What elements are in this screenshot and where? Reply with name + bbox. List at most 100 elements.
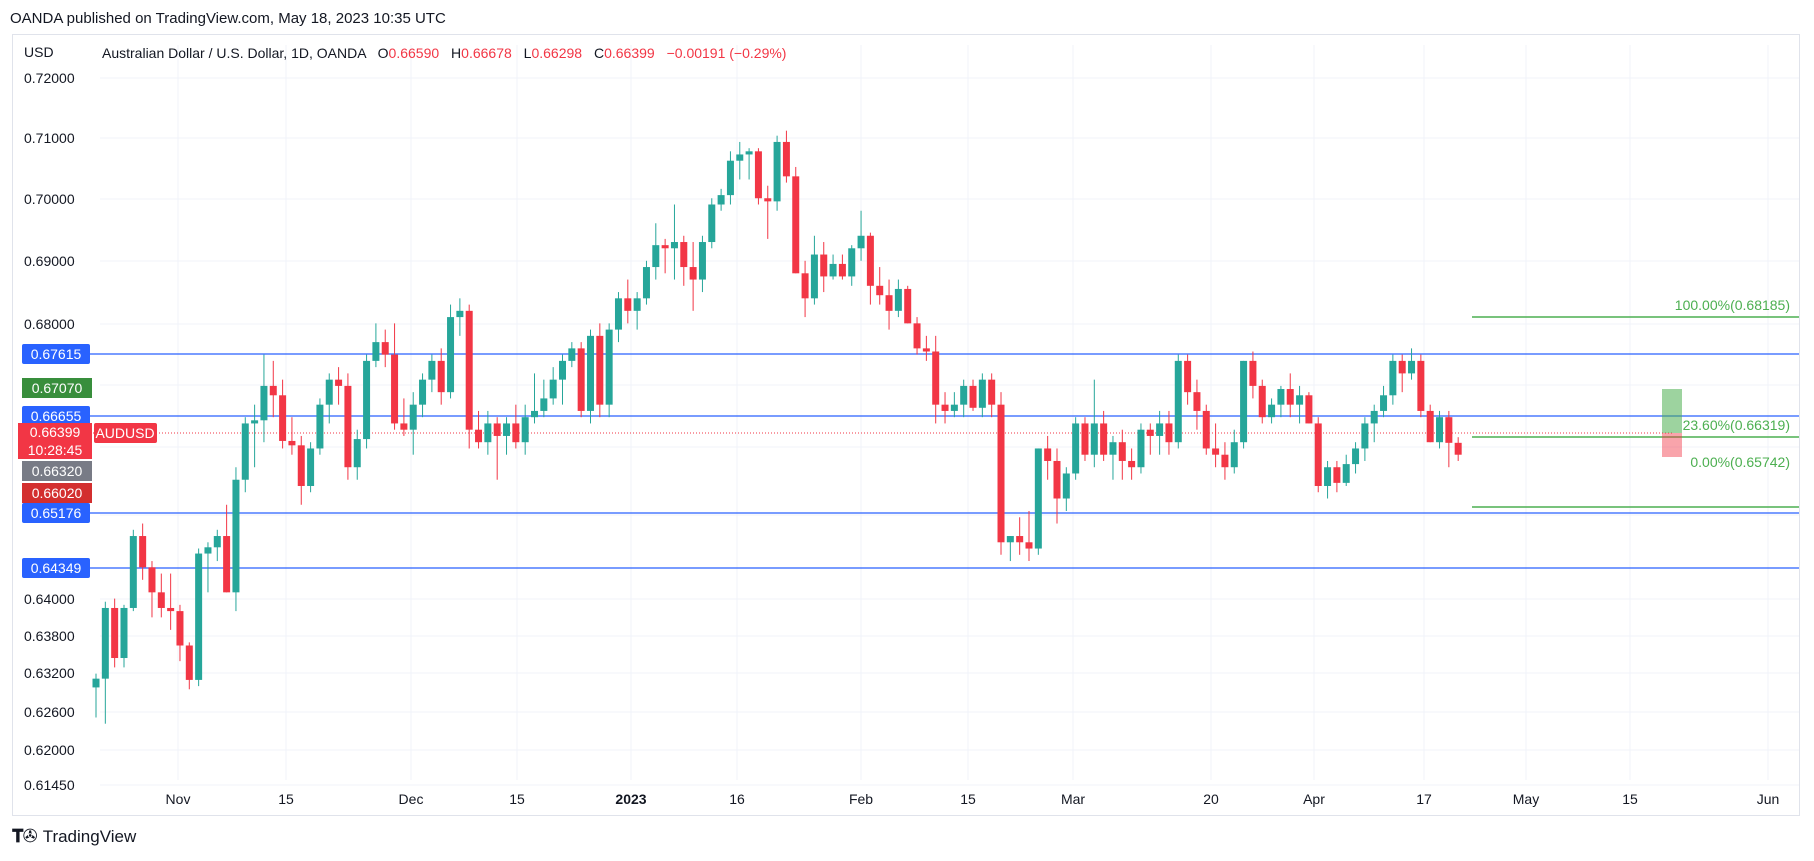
- price-level-badge-text: 0.66655: [31, 408, 82, 424]
- axis-badges: 0.67615 0.66655 0.65176 0.64349 0.67070 0.663…: [18, 344, 157, 578]
- y-tick-label: 0.64000: [24, 591, 75, 607]
- candle-body: [736, 154, 744, 161]
- candle-body: [344, 385, 352, 468]
- y-tick-label: 0.72000: [24, 70, 75, 86]
- price-level-badge-text: 0.64349: [31, 560, 82, 576]
- candle-body: [1165, 423, 1173, 443]
- countdown-text: 10:28:45: [28, 442, 83, 458]
- candle-body: [1240, 360, 1248, 443]
- candle-body: [1230, 442, 1238, 468]
- candle-body: [708, 204, 716, 243]
- candle-body: [269, 385, 277, 396]
- tv-logo-icon: 𝐓✇: [12, 826, 38, 846]
- candle-body: [1445, 417, 1453, 443]
- legend-c-label: C: [594, 45, 604, 61]
- price-level-badge: [22, 503, 90, 523]
- x-tick-label: 15: [278, 791, 294, 807]
- candle-body: [1006, 536, 1014, 543]
- candle-body: [1044, 448, 1052, 461]
- x-tick-label: Apr: [1303, 791, 1325, 807]
- candle-body: [1090, 423, 1098, 455]
- y-tick-label: 0.63200: [24, 665, 75, 681]
- fib-level-label: 23.60%(0.66319): [1683, 417, 1790, 433]
- candle-body: [857, 235, 865, 249]
- candle-body: [969, 385, 977, 408]
- x-tick-label: May: [1513, 791, 1539, 807]
- candle-body: [363, 360, 371, 440]
- target-badge-text: 0.67070: [32, 380, 83, 396]
- candle-body: [1426, 410, 1434, 443]
- candle-body: [773, 141, 781, 202]
- last-price-text: 0.66399: [30, 424, 81, 440]
- candle-body: [950, 404, 958, 411]
- candle-body: [1193, 392, 1201, 411]
- candle-body: [652, 245, 660, 268]
- candle-body: [111, 607, 119, 659]
- candle-body: [1025, 542, 1033, 549]
- price-level-badge: [22, 558, 90, 578]
- candle-body: [101, 607, 109, 679]
- candle-body: [614, 298, 622, 330]
- candle-body: [288, 440, 296, 446]
- x-tick-label: 17: [1416, 791, 1432, 807]
- candle-body: [866, 235, 874, 286]
- candle-body: [1333, 467, 1341, 483]
- candle-body: [978, 379, 986, 408]
- price-level-badge-text: 0.65176: [31, 505, 82, 521]
- candle-body: [596, 335, 604, 405]
- legend-high: 0.66678: [461, 45, 512, 61]
- candle-body: [745, 151, 753, 155]
- footer-brand[interactable]: 𝐓✇ TradingView: [12, 826, 136, 847]
- long-position-tool: [1662, 389, 1682, 457]
- candle-body: [820, 254, 828, 277]
- candle-body: [1100, 423, 1108, 455]
- candle-body: [325, 379, 333, 405]
- legend-name: Australian Dollar / U.S. Dollar, 1D, OAN…: [102, 45, 367, 61]
- candle-body: [904, 288, 912, 324]
- candle-body: [1128, 460, 1136, 468]
- legend-change: −0.00191 (−0.29%): [667, 45, 787, 61]
- candle-body: [1156, 423, 1164, 436]
- publisher-caption: OANDA published on TradingView.com, May …: [10, 10, 446, 27]
- candle-body: [1324, 467, 1332, 486]
- candle-body: [586, 335, 594, 411]
- legend-open: 0.66590: [389, 45, 440, 61]
- fib-level-label: 0.00%(0.65742): [1690, 454, 1790, 470]
- candle-body: [764, 198, 772, 202]
- candle-body: [1417, 360, 1425, 411]
- candle-body: [577, 348, 585, 411]
- candle-body: [792, 176, 800, 274]
- candle-body: [157, 592, 165, 608]
- candle-body: [670, 242, 678, 249]
- candle-body: [960, 385, 968, 405]
- y-tick-label: 0.68000: [24, 316, 75, 332]
- candle-body: [997, 404, 1005, 543]
- candle-body: [419, 379, 427, 405]
- candle-body: [624, 298, 632, 311]
- candle-body: [1034, 448, 1042, 549]
- candle-body: [1053, 460, 1061, 499]
- candle-body: [204, 547, 212, 554]
- candle-body: [726, 160, 734, 196]
- y-tick-label: 0.61450: [24, 777, 75, 793]
- candle-body: [232, 479, 240, 593]
- candle-body: [307, 448, 315, 486]
- y-tick-label: 0.62600: [24, 704, 75, 720]
- candle-body: [829, 263, 837, 277]
- y-tick-label: 0.63800: [24, 628, 75, 644]
- candle-body: [1305, 395, 1313, 424]
- x-tick-label: Mar: [1061, 791, 1085, 807]
- candle-body: [1277, 389, 1285, 405]
- price-level-badge: [22, 344, 90, 364]
- candle-body: [316, 404, 324, 449]
- candle-body: [717, 195, 725, 205]
- svg-text:Australian Dollar / U.S. Dolla: Australian Dollar / U.S. Dollar, 1D, OAN…: [102, 45, 786, 61]
- candle-body: [503, 423, 511, 436]
- candle-body: [633, 298, 641, 311]
- candle-body: [1380, 395, 1388, 411]
- candle-body: [120, 607, 128, 659]
- x-tick-label: 2023: [615, 791, 646, 807]
- legend-low: 0.66298: [531, 45, 582, 61]
- candle-body: [260, 385, 268, 421]
